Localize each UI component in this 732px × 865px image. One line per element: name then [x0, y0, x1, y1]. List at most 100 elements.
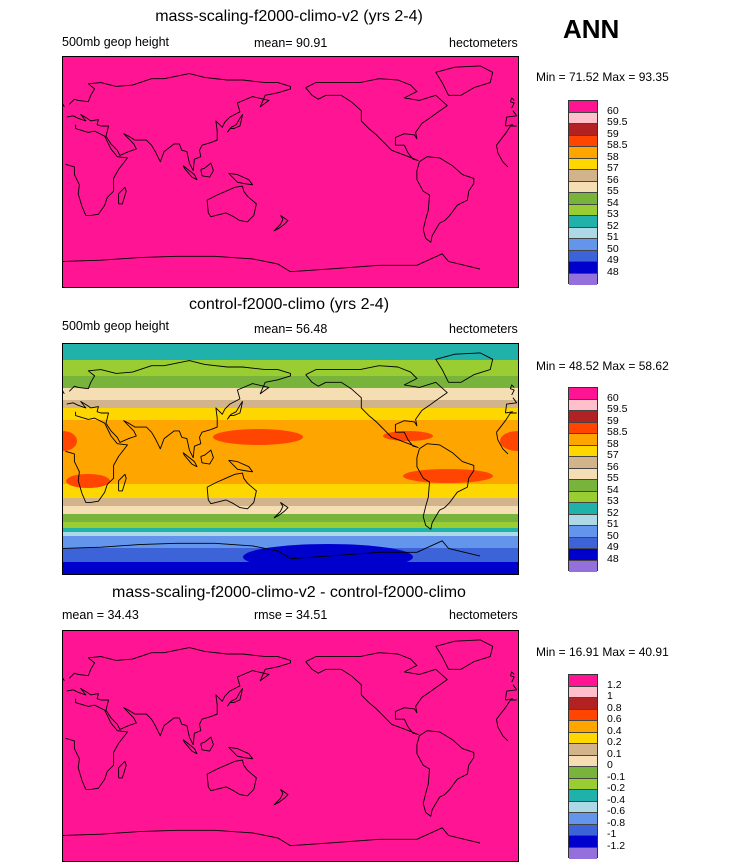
zonal-band	[63, 384, 518, 387]
colorbar-swatch	[569, 491, 597, 503]
colorbar-swatch	[569, 239, 597, 251]
colorbar-tick-label: 55	[607, 185, 619, 197]
zonal-band	[63, 524, 518, 527]
zonal-band	[63, 504, 518, 507]
colorbar-swatch	[569, 411, 597, 423]
coastline-madagascar	[118, 186, 127, 205]
coastline-uk	[63, 391, 65, 395]
colorbar-tick-label: 54	[607, 483, 619, 496]
coastline-antarctica	[63, 255, 291, 273]
colorbar-tick-label: 60	[607, 391, 619, 404]
colorbar-swatch	[569, 744, 597, 756]
panel1-colorbar-labels: 60 59.5 59 58.5 58 57 56 55 54 53 52 51 50 49 48	[607, 100, 647, 284]
colorbar-swatch	[569, 755, 597, 767]
zonal-band	[63, 532, 518, 535]
panel2-colorbar	[568, 387, 598, 572]
panel3-title: mass-scaling-f2000-climo-v2 - control-f2…	[112, 584, 466, 601]
colorbar-tick-label: 56	[607, 460, 619, 473]
zonal-band	[63, 456, 518, 459]
coastline-madagascar	[118, 760, 127, 779]
zonal-band	[63, 538, 518, 541]
colorbar-swatch	[569, 732, 597, 744]
zonal-band	[63, 402, 518, 405]
colorbar-swatch	[569, 399, 597, 411]
zonal-band	[63, 364, 518, 367]
zonal-band	[63, 358, 518, 361]
zonal-band	[63, 480, 518, 483]
colorbar-swatch	[569, 227, 597, 239]
colorbar-swatch	[569, 721, 597, 733]
zonal-band	[63, 396, 518, 399]
coastline-north-america	[305, 652, 448, 735]
coastline-borneo	[200, 736, 214, 752]
zonal-band	[63, 486, 518, 489]
zonal-band	[63, 500, 518, 503]
zonal-band	[63, 496, 518, 499]
coastline-uk	[509, 671, 515, 683]
zonal-band	[63, 464, 518, 467]
panel3-minmax: Min = 16.91 Max = 40.91	[536, 645, 669, 659]
colorbar-swatch	[569, 422, 597, 434]
panel2-colorbar-labels: 60 59.5 59 58.5 58 57 56 55 54 53 52 51 50 49 48	[607, 387, 647, 571]
coastline-uk	[63, 678, 65, 682]
colorbar-tick-label: 0.1	[607, 747, 622, 760]
zonal-band	[63, 478, 518, 481]
zonal-band	[63, 416, 518, 419]
coastline-africa	[65, 124, 128, 216]
zonal-band	[63, 526, 518, 529]
zonal-band	[63, 444, 518, 447]
zonal-band	[63, 414, 518, 417]
coastline-sumatra	[182, 739, 198, 755]
zonal-band	[63, 458, 518, 461]
colorbar-tick-label: 51	[607, 231, 619, 243]
coastline-eurasia	[505, 411, 513, 414]
colorbar-tick-label: -0.4	[607, 793, 626, 806]
colorbar-tick-label: 0.8	[607, 701, 622, 714]
coastline-eurasia	[66, 647, 291, 746]
colorbar-swatch	[569, 801, 597, 813]
field-anomaly-patch	[243, 544, 413, 570]
zonal-band	[63, 368, 518, 371]
coastline-eurasia	[504, 110, 518, 127]
zonal-band	[63, 506, 518, 509]
colorbar-swatch	[569, 675, 597, 687]
zonal-band	[63, 350, 518, 353]
zonal-band	[63, 518, 518, 521]
coastline-africa	[496, 719, 509, 742]
coastline-japan	[226, 401, 243, 420]
colorbar-tick-label: 59	[607, 414, 619, 427]
colorbar-swatch	[569, 147, 597, 159]
colorbar-tick-label: 59	[607, 127, 619, 140]
coastline-africa	[496, 125, 517, 146]
zonal-band	[63, 344, 518, 347]
zonal-band	[63, 468, 518, 471]
coastline-japan	[226, 114, 243, 133]
zonal-band	[63, 470, 518, 473]
zonal-band	[63, 502, 518, 505]
colorbar-swatch	[569, 388, 597, 400]
zonal-band	[63, 392, 518, 395]
coastline-greenland	[435, 352, 494, 383]
coastline-new-zealand	[273, 789, 289, 806]
zonal-band	[63, 450, 518, 453]
colorbar-tick-label: 51	[607, 518, 619, 530]
coastline-australia	[206, 472, 257, 510]
colorbar-swatch	[569, 262, 597, 274]
zonal-band	[63, 354, 518, 357]
coastline-new-zealand	[273, 215, 289, 232]
colorbar-tick-label: 53	[607, 208, 619, 220]
field-anomaly-patch	[63, 431, 77, 451]
zonal-band	[63, 542, 518, 545]
panel3-mean: mean = 34.43	[62, 608, 139, 622]
coastline-eurasia	[66, 360, 291, 459]
colorbar-tick-label: 49	[607, 541, 619, 553]
coastline-uk	[509, 384, 515, 396]
coastline-africa	[496, 432, 509, 455]
panel1-units: hectometers	[449, 36, 518, 50]
zonal-band	[63, 492, 518, 495]
zonal-band	[63, 346, 518, 349]
colorbar-swatch	[569, 549, 597, 561]
colorbar-swatch	[569, 216, 597, 228]
colorbar-swatch	[569, 193, 597, 205]
zonal-band	[63, 494, 518, 497]
